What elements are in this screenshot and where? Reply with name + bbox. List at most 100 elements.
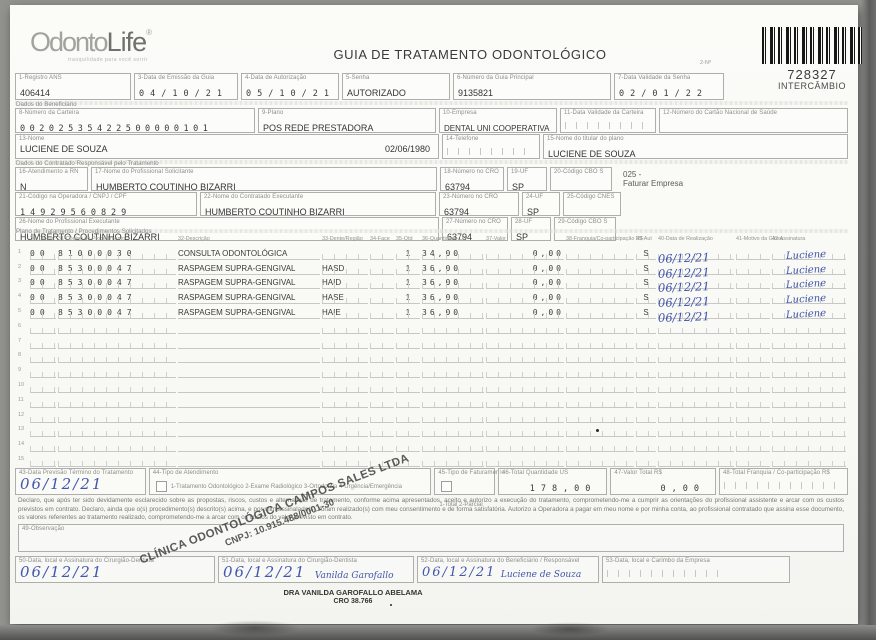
cell-codigo: 85300047 (58, 264, 176, 275)
handwritten-signature: Luciene (785, 263, 827, 277)
cell-aut (636, 382, 656, 393)
cell-descricao (178, 441, 320, 453)
cell-data-realizacao (658, 412, 734, 423)
cell-codigo (58, 412, 176, 423)
col-header-motivo-glosa: 41-Motivo da Glosa (736, 236, 783, 242)
cell-qtd: 1 (396, 249, 420, 260)
cell-codigo: 85300047 (58, 293, 176, 305)
cell-motivo-glosa (736, 456, 770, 467)
dentist-stamp: DRA VANILDA GAROFALLO ABELAMA CRO 38.766 (238, 588, 468, 605)
row-number: 8 (18, 352, 22, 359)
cell-assinatura (772, 367, 846, 379)
cell-dente-regiao: HASE (322, 293, 368, 305)
row-number: 6 (18, 322, 22, 329)
field-value: 63794 (444, 207, 470, 217)
cell-aut (636, 397, 656, 408)
cell-dente-regiao: HAID (322, 278, 368, 290)
cell-assinatura: Luciene (772, 263, 846, 277)
note-line2: Faturar Empresa (623, 179, 684, 188)
cell-assinatura (772, 397, 846, 408)
logo-tagline: tranquilidade para você sorrir (68, 57, 148, 63)
field-label: 26-Nome do Profissional Executante (19, 219, 120, 225)
procedure-row: 10 (18, 378, 846, 393)
cell-face (370, 352, 394, 364)
cell-franquia (566, 412, 634, 423)
cell-assinatura (772, 323, 846, 334)
contratado-row-2: 21-Código na Operadora / CNPJ / CPF 1492… (15, 192, 848, 218)
field-label: 15-Nome do titular do plano (547, 136, 624, 142)
field-label: 49-Observação (22, 526, 65, 532)
cro-solicitante-field: 18-Número no CRO 63794 (440, 167, 504, 192)
procedure-row: 15 (18, 452, 846, 467)
procedure-rows: 1 00 81000030 CONSULTA ODONTOLÓGICA 1 34… (18, 245, 846, 467)
cell-aut: S (636, 293, 656, 305)
cell-valor (486, 456, 564, 467)
col-header-assinatura: 42-Assinatura (772, 236, 806, 242)
scan-speck (596, 429, 599, 432)
contratado-row-1: 16-Atendimento a RN N 17-Nome do Profiss… (15, 167, 848, 192)
cell-assinatura (772, 412, 846, 423)
cell-franquia (566, 338, 634, 349)
cell-data-realizacao (658, 456, 734, 467)
faturar-empresa-note: 025 - Faturar Empresa (615, 167, 848, 191)
field-label: 20-Código CBO S (554, 169, 604, 175)
cell-face (370, 382, 394, 393)
cell-motivo-glosa (736, 426, 770, 438)
procedure-row: 13 (18, 423, 846, 438)
cell-quantidade-us: 34,00 (422, 249, 484, 260)
cell-quantidade-us: 36,00 (422, 293, 484, 305)
barcode-image (762, 27, 862, 64)
field-value: HUMBERTO COUTINHO BIZARRI (20, 232, 160, 242)
tipo-atendimento-field: 44-Tipo de Atendimento 1-Tratamento Odon… (148, 468, 432, 495)
cell-descricao (178, 367, 320, 379)
cell-assinatura: Luciene (772, 308, 846, 321)
barcode-field-label: 2-Nº (700, 60, 711, 66)
field-label: 11-Data Validade da Carteira (564, 110, 644, 116)
cell-data-realizacao: 06/12/21 (658, 293, 734, 310)
cell-qtd (396, 412, 420, 423)
cell-valor: 0,00 (486, 249, 564, 260)
cell-aut (636, 338, 656, 349)
cell-franquia (566, 278, 634, 290)
carimbo-empresa-field: 53-Data, local e Carimbo da Empresa (602, 556, 790, 583)
cell-descricao (178, 426, 320, 438)
field-label: 47-Valor Total R$ (614, 470, 662, 476)
telefone-field: 14-Telefone (442, 134, 540, 159)
field-label: 1-Registro ANS (19, 75, 62, 81)
barcode-number: 728327 (787, 67, 837, 82)
cell-codigo (58, 338, 176, 349)
cell-face (370, 412, 394, 423)
assinatura-dentista-2-field: 51-Data, local e Assinatura do Cirurgião… (218, 556, 414, 583)
cell-franquia (566, 426, 634, 438)
row-number: 9 (18, 367, 22, 374)
cell-codigo (58, 352, 176, 364)
cell-dente-regiao (322, 397, 368, 408)
field-value: SP (527, 207, 540, 217)
cell-valor (486, 441, 564, 453)
cell-motivo-glosa (736, 412, 770, 423)
procedure-row: 4 00 85300047 RASPAGEM SUPRA-GENGIVAL HA… (18, 289, 846, 310)
cell-descricao (178, 382, 320, 393)
cell-descricao: RASPAGEM SUPRA-GENGIVAL (178, 308, 320, 319)
tipo-atendimento-checkbox (155, 481, 167, 493)
field-value: 9135821 (458, 88, 494, 98)
cell-motivo-glosa (736, 293, 770, 305)
field-value: 02/01/22 (619, 89, 708, 99)
row-number: 1 (18, 248, 22, 255)
cell-motivo-glosa (736, 367, 770, 379)
cell-assinatura (772, 456, 846, 467)
data-autorizacao-field: 4-Data de Autorização 05/10/21 (241, 73, 339, 100)
cell-franquia (566, 264, 634, 275)
cell-data-realizacao (658, 367, 734, 379)
cell-qtd (396, 352, 420, 364)
cell-assinatura (772, 338, 846, 349)
total-franquia-field: 48-Total Franquia / Co-participação R$ (719, 468, 848, 495)
barcode-caption: INTERCÂMBIO (777, 81, 846, 91)
procedure-row: 8 (18, 349, 846, 364)
field-label: 48-Total Franquia / Co-participação R$ (723, 470, 830, 476)
atendimento-rn-field: 16-Atendimento a RN N (15, 167, 88, 192)
empresa-field: 10-Empresa DENTAL UNI COOPERATIVA (439, 108, 557, 133)
cell-face (370, 456, 394, 467)
field-value: HUMBERTO COUTINHO BIZARRI (96, 182, 236, 192)
cell-valor (486, 323, 564, 334)
